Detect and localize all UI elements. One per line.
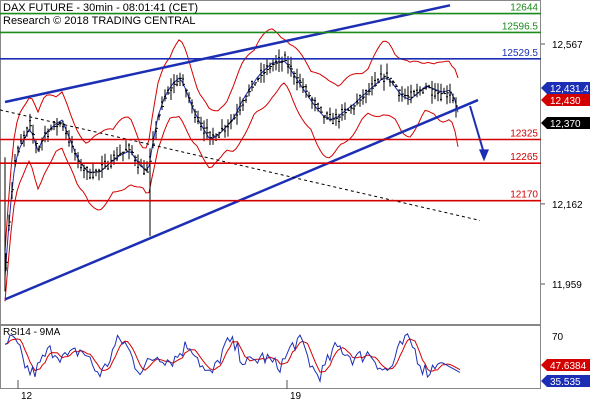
rsi-axis-label: 70 [552,332,564,343]
lower-trend-line [4,98,479,301]
price-axis-label: 12,162 [552,200,583,211]
price-badge-bg [541,82,590,94]
level-label-12529.5: 12529.5 [502,48,539,59]
forecast-arrow-head [479,149,489,162]
level-label-12170: 12170 [510,190,538,201]
price-axis: 12,567 12,162 11,959 [541,40,583,291]
rsi-badges: 47.6384 35.535 [541,359,590,388]
main-plot-area [0,4,541,302]
chart-copyright: Research © 2018 TRADING CENTRAL [3,15,196,27]
price-badge-text: 12,370 [550,119,581,130]
price-badges: 12,431.412,430 12,370 [541,82,590,130]
time-axis: 12 19 [17,380,302,400]
level-label-12644: 12644 [510,3,538,14]
rsi-panel-frame [0,325,541,389]
chart-title: DAX FUTURE - 30min - 08:01:41 (CET) [3,2,198,14]
candlesticks [4,49,458,292]
bollinger-bands [4,28,459,302]
rsi-plot-area [4,333,461,384]
price-badge-bg [541,117,590,129]
dashed-trend-line [0,109,481,221]
rsi-title: RSI14 - 9MA [3,327,61,338]
rsi-axis: 70 [552,332,564,343]
level-label-12325: 12325 [510,129,538,140]
rsi-badge-text: 35.535 [550,377,581,388]
rsi-ma-line [4,338,461,373]
price-levels [0,12,541,202]
level-labels: 12644 12596.5 12529.5 12325 12265 12170 [502,3,539,201]
level-label-12265: 12265 [510,152,538,163]
bollinger-upper-band [4,28,459,252]
rsi-badge-text: 47.6384 [550,361,587,372]
rsi-line [4,333,461,384]
time-axis-label: 12 [21,391,33,400]
forecast-arrow-line [469,105,485,154]
price-axis-label: 11,959 [552,280,582,291]
price-badge-bg [541,94,590,106]
rsi-badge-bg [541,375,590,387]
price-badge-text: 12,431.4 [550,84,589,95]
price-axis-label: 12,567 [552,40,583,51]
rsi-badge-bg [541,359,590,371]
price-badge-text: 12,430 [550,96,581,107]
upper-channel-line [4,4,451,104]
level-label-12596.5: 12596.5 [502,21,539,32]
moving-average-line [4,60,459,277]
time-axis-label: 19 [290,391,302,400]
trend-lines [0,4,489,301]
bollinger-lower-band [4,82,459,302]
